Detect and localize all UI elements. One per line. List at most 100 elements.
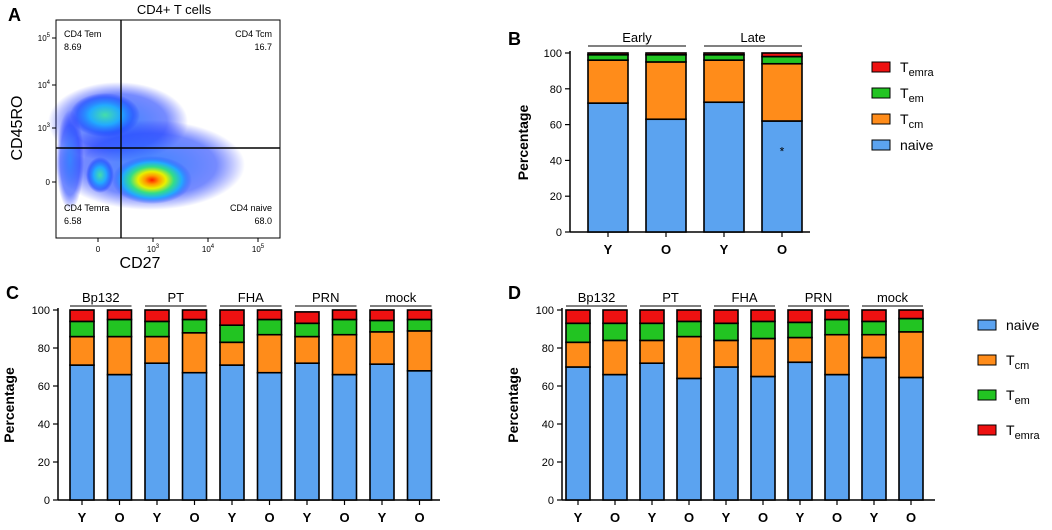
bar-segment-temra [69,309,95,323]
bar-segment-naive [256,371,283,501]
bar-segment-tem [144,320,170,338]
bar-segment-naive [824,373,850,501]
x-tick-label: Y [574,510,583,525]
flow-ytick-label: 103 [38,123,51,133]
bar-segment-temra [787,309,813,324]
y-tick-label: 60 [38,381,50,393]
flow-ylabel: CD45RO [9,96,26,161]
bar-segment-naive [787,361,813,501]
bar-segment-temra [676,309,702,323]
bar-segment-temra [181,309,208,321]
y-tick-label: 100 [536,305,554,317]
legend-label-tem: Tem [900,85,924,105]
bar-segment-naive [676,377,702,501]
flow-xtick-label: 103 [147,244,160,254]
group-label: PT [662,290,679,305]
bar-segment-tcm [602,339,628,376]
bar-segment-naive [181,371,208,501]
y-tick-label: 80 [38,343,50,355]
bar-segment-naive [144,362,170,501]
bar-segment-naive [645,118,687,233]
group-label: FHA [732,290,758,305]
y-axis-label: Percentage [515,105,531,181]
bar-segment-naive [703,101,745,233]
legend-swatch-temra [977,424,997,436]
quadrant-tcm-value: 16.7 [254,42,272,52]
group-label: Late [740,30,765,45]
y-tick-label: 40 [550,155,562,167]
group-label: mock [877,290,909,305]
y-tick-label: 0 [556,227,562,239]
flow-ytick-label: 105 [38,33,51,43]
bar-segment-tem [565,322,591,344]
group-label: Bp132 [578,290,616,305]
bar-segment-temra [219,309,245,326]
bar-segment-temra [861,309,887,323]
bar-segment-temra [565,309,591,325]
x-tick-label: Y [720,242,729,257]
legend-swatch-naive [871,139,891,151]
bar-segment-tem [106,318,133,338]
legend-swatch-tem [977,389,997,401]
y-tick-label: 20 [38,457,50,469]
bar-segment-tem [713,322,739,342]
bar-segment-tcm [761,62,803,122]
bar-segment-temra [602,309,628,325]
flow-xlabel: CD27 [120,255,161,272]
y-tick-label: 20 [550,191,562,203]
bar-segment-tcm [369,331,395,365]
x-tick-label: O [264,510,274,525]
bar-segment-tcm [824,333,850,376]
bar-segment-temra [750,309,776,323]
flow-xtick-label: 104 [202,244,215,254]
bar-segment-tem [676,320,702,338]
x-tick-label: Y [722,510,731,525]
y-tick-label: 100 [544,48,562,60]
bar-segment-naive [369,363,395,501]
x-tick-label: Y [228,510,237,525]
bar-segment-naive [602,373,628,501]
bar-segment-naive [106,373,133,501]
bar-segment-tcm [645,61,687,121]
quadrant-temra-value: 6.58 [64,216,82,226]
bar-segment-tcm [750,337,776,378]
x-tick-label: Y [796,510,805,525]
y-axis-label: Percentage [505,367,521,443]
bar-segment-temra [713,309,739,325]
flow-xtick-label: 0 [96,245,101,254]
panel-label-d: D [508,283,521,303]
bar-segment-tcm [713,339,739,368]
x-tick-label: O [661,242,671,257]
y-tick-label: 0 [548,495,554,507]
x-tick-label: O [832,510,842,525]
bar-segment-tcm [331,333,358,376]
x-tick-label: O [906,510,916,525]
legend-swatch-tcm [871,113,891,125]
flow-xtick-label: 105 [252,244,265,254]
bar-segment-naive [219,364,245,501]
flow-plot: CD4+ T cells CD4 Tem 8.69 CD4 Tcm 16.7 C… [9,2,281,272]
bar-segment-temra [645,52,687,56]
bar-segment-temra [761,52,803,58]
panel-b-chart: 0 20 40 60 80 100 Percentage Y O Y O Early Late Temra… [515,30,935,257]
y-tick-label: 40 [542,419,554,431]
group-label: PT [167,290,184,305]
significance-marker: * [780,144,785,158]
group-label: mock [385,290,417,305]
group-label: Early [622,30,652,45]
panel-label-a: A [8,5,21,25]
bar-segment-temra [898,309,924,320]
quadrant-naive-value: 68.0 [254,216,272,226]
y-tick-label: 100 [32,305,50,317]
bar-segment-naive [587,102,629,233]
bar-segment-naive [761,120,803,233]
bar-segment-tcm [144,335,170,365]
bar-segment-naive [713,366,739,501]
legend-label-tcm: Tcm [900,111,923,131]
quadrant-temra-label: CD4 Temra [64,203,109,213]
flow-ytick-label: 0 [46,178,51,187]
bar-segment-naive [861,356,887,501]
group-label: Bp132 [82,290,120,305]
y-axis-label: Percentage [1,367,17,443]
